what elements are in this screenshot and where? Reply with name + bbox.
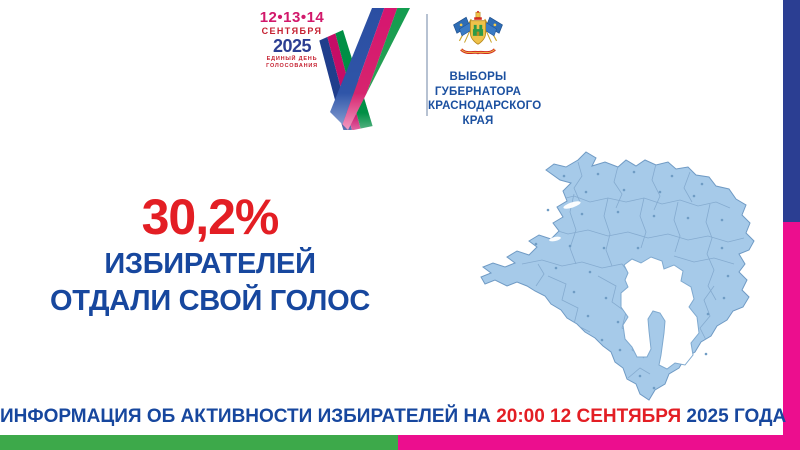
right-stripe-magenta xyxy=(783,222,800,450)
bottom-bar-green xyxy=(0,435,398,450)
footer-suffix: 2025 ГОДА xyxy=(686,406,787,427)
header-divider xyxy=(426,14,428,116)
election-tagline-line1: ЕДИНЫЙ ДЕНЬ xyxy=(266,56,318,62)
bottom-bar-magenta xyxy=(398,435,800,450)
election-tagline-line2: ГОЛОСОВАНИЯ xyxy=(266,62,318,69)
election-year: 2025 xyxy=(272,36,312,56)
coat-of-arms-icon xyxy=(453,10,503,55)
election-title-line1: ВЫБОРЫ xyxy=(449,71,507,83)
headline-line2: ОТДАЛИ СВОЙ ГОЛОС xyxy=(49,285,371,317)
footer-prefix: ИНФОРМАЦИЯ ОБ АКТИВНОСТИ ИЗБИРАТЕЛЕЙ НА xyxy=(0,406,491,427)
district-dots xyxy=(534,170,730,390)
footer-info-text: ИНФОРМАЦИЯ ОБ АКТИВНОСТИ ИЗБИРАТЕЛЕЙ НА … xyxy=(0,404,787,431)
election-day-logo: 12•13•14 СЕНТЯБРЯ 2025 ЕДИНЫЙ ДЕНЬ ГОЛОС… xyxy=(254,8,414,132)
right-stripe-blue xyxy=(783,0,800,222)
headline-line1: ИЗБИРАТЕЛЕЙ xyxy=(104,248,316,280)
turnout-value: 30,2% xyxy=(141,189,280,245)
region-map-icon xyxy=(480,151,755,401)
election-month: СЕНТЯБРЯ xyxy=(261,26,323,36)
left-flags xyxy=(453,16,475,43)
turnout-headline: 30,2% ИЗБИРАТЕЛЕЙ ОТДАЛИ СВОЙ ГОЛОС xyxy=(40,192,380,316)
footer-highlight: 20:00 12 СЕНТЯБРЯ xyxy=(496,406,682,427)
v-checkmark-icon xyxy=(316,8,410,130)
krasnodar-krai-map xyxy=(478,136,780,421)
adygea-cutout xyxy=(620,256,700,370)
election-dates: 12•13•14 xyxy=(259,9,325,26)
district-borders xyxy=(521,161,745,379)
governor-election-logo: ВЫБОРЫ ГУБЕРНАТОРА КРАСНОДАРСКОГО КРАЯ xyxy=(428,10,542,129)
election-day-dates-block: 12•13•14 СЕНТЯБРЯ 2025 ЕДИНЫЙ ДЕНЬ ГОЛОС… xyxy=(254,10,330,69)
election-title-line3: КРАСНОДАРСКОГО xyxy=(428,100,542,113)
election-title: ВЫБОРЫ ГУБЕРНАТОРА КРАСНОДАРСКОГО КРАЯ xyxy=(428,70,542,129)
election-title-line4: КРАЯ xyxy=(462,115,494,128)
election-title-line2: ГУБЕРНАТОРА xyxy=(434,85,522,98)
